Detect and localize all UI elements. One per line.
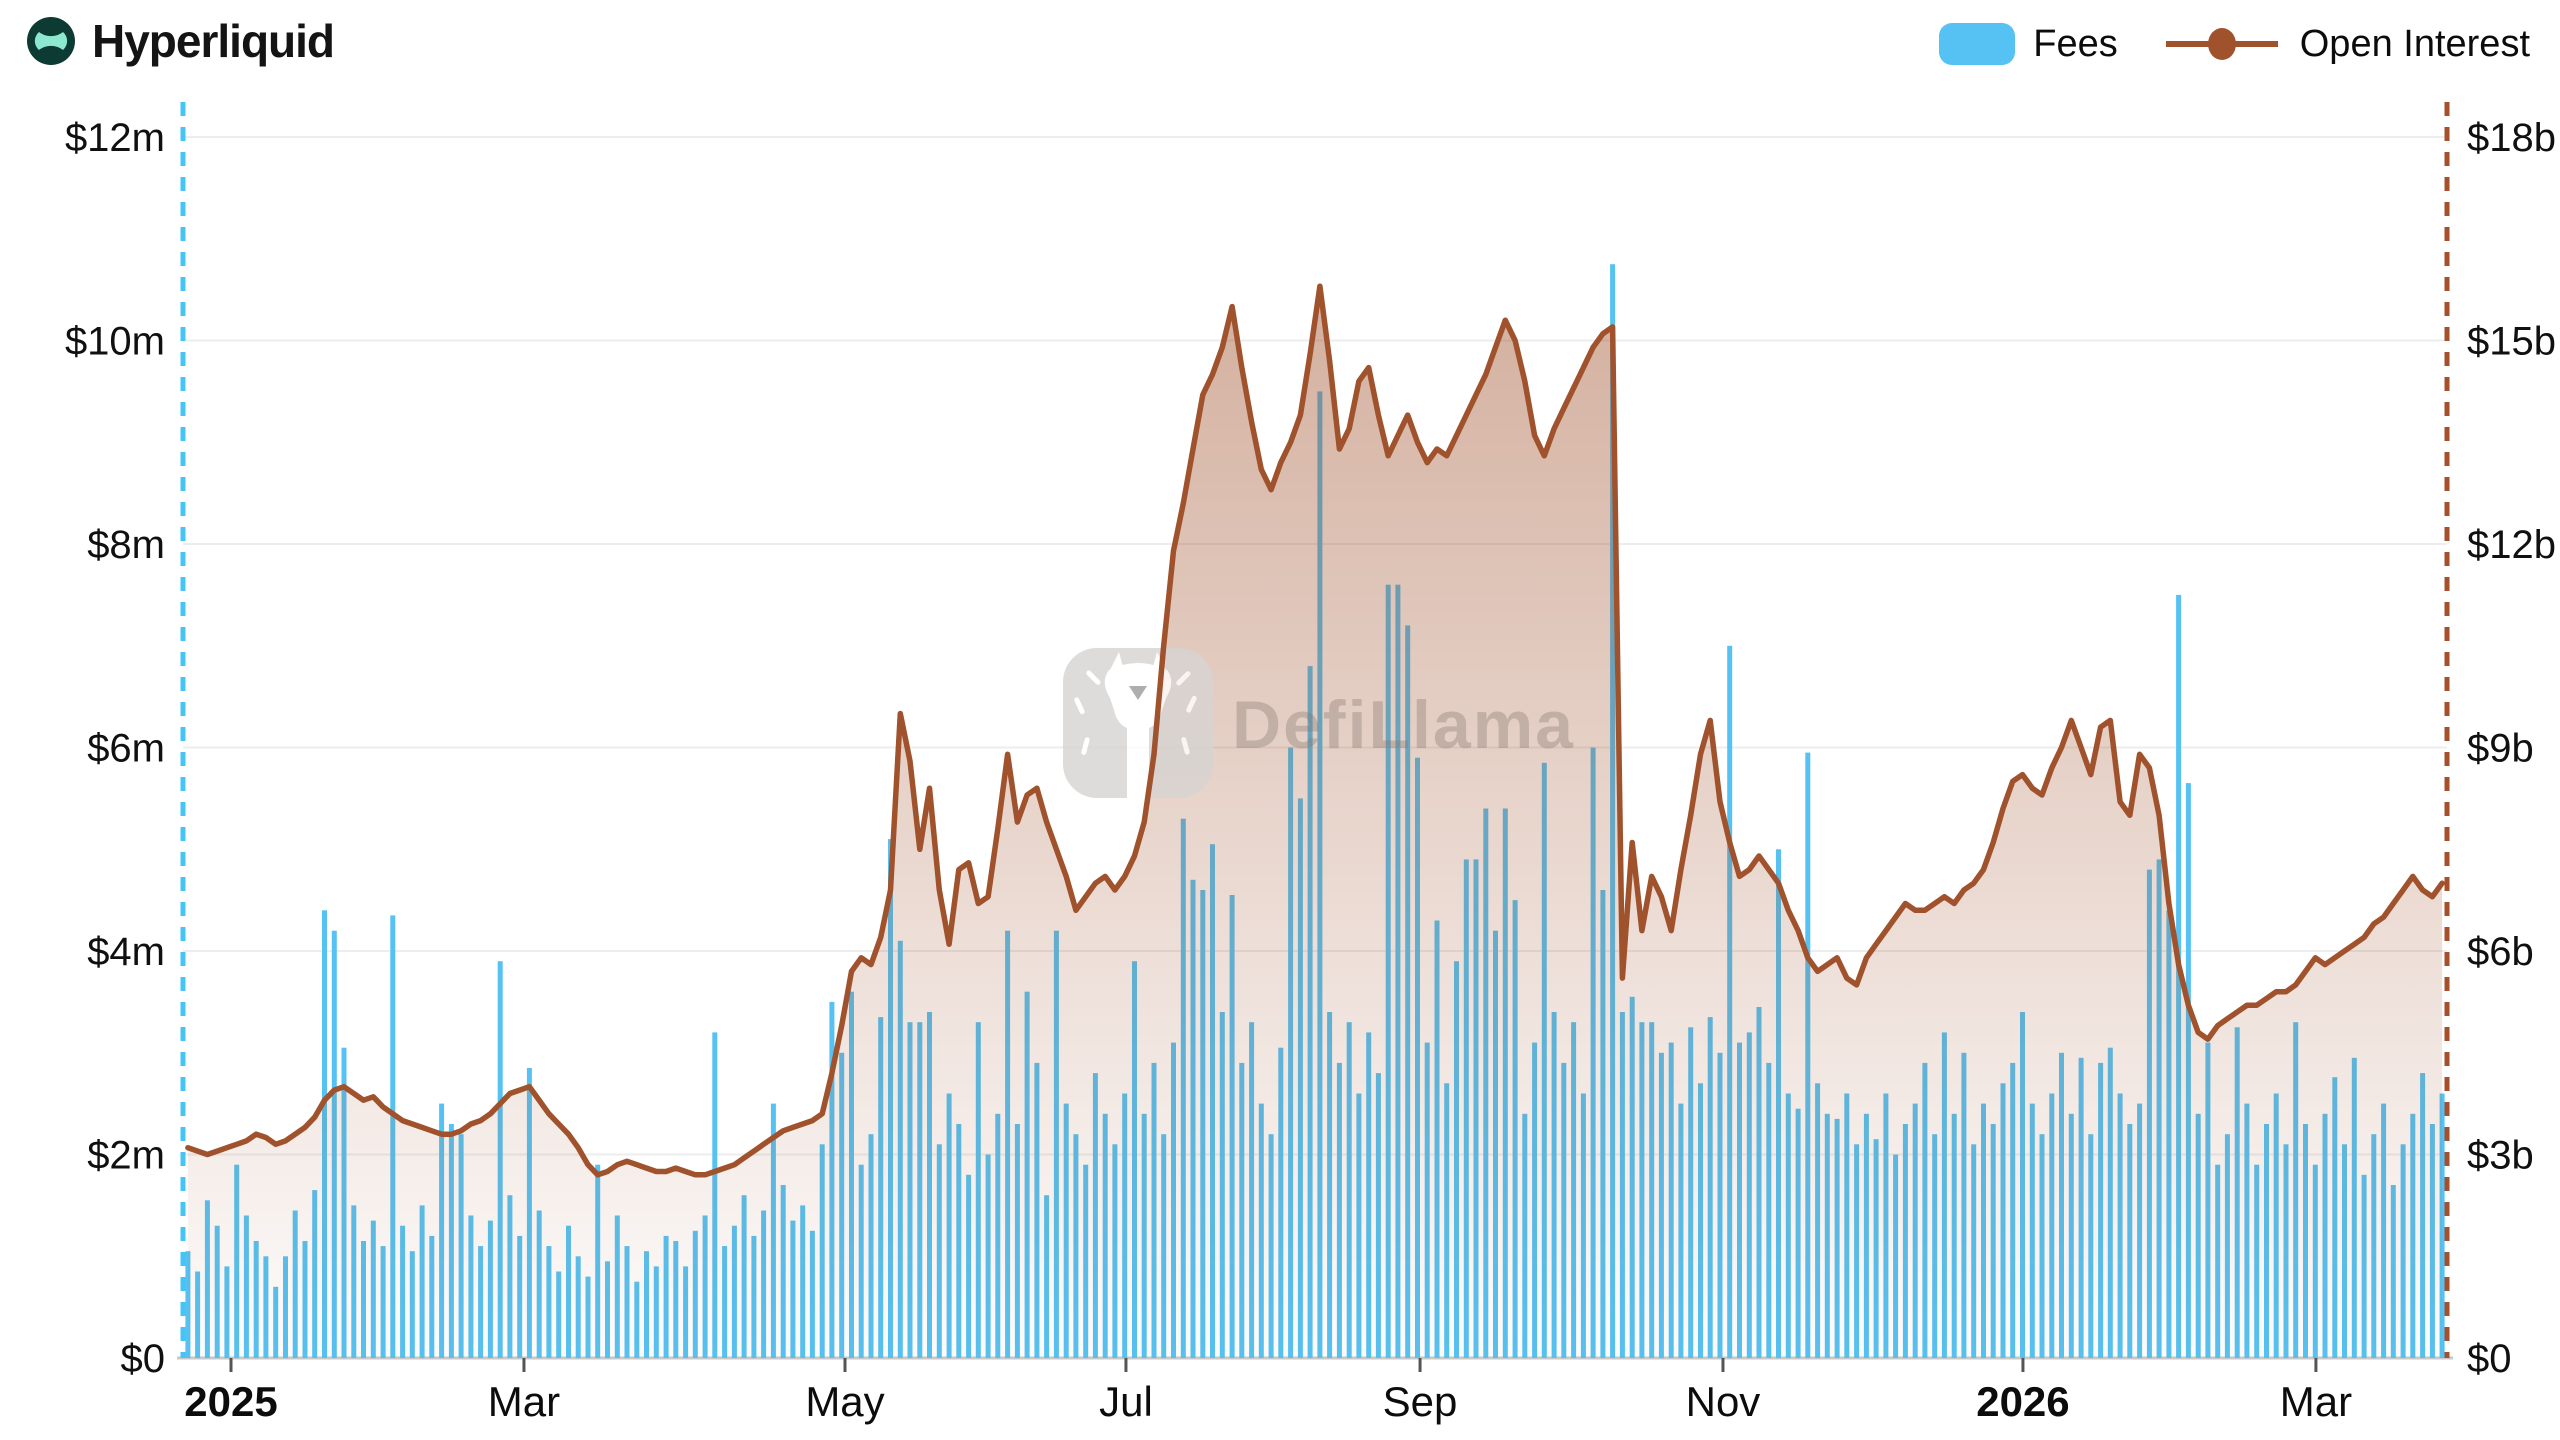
llama-icon [1063,648,1213,798]
y-axis-right-label: $9b [2467,727,2534,771]
x-axis-label: 2026 [1976,1378,2069,1425]
x-axis-label: May [805,1378,884,1425]
y-axis-right-labels: $0 $3b $6b $9b $12b $15b $18b [2467,116,2556,1381]
fees-swatch-icon [1939,23,2016,65]
y-axis-right-label: $15b [2467,320,2556,364]
watermark-text: DefiLlama [1232,687,1575,763]
x-axis-label: Nov [1686,1378,1761,1425]
x-axis-label: Sep [1383,1378,1458,1425]
defillama-watermark: DefiLlama [1063,648,1575,798]
y-axis-left-label: $4m [87,930,165,974]
open-interest-area [187,286,2443,1359]
y-axis-left-label: $12m [65,116,165,160]
y-axis-right-label: $0 [2467,1337,2512,1381]
legend-open-interest-label: Open Interest [2299,22,2530,65]
x-axis-label: Jul [1099,1378,1153,1425]
y-axis-left-label: $6m [87,727,165,771]
y-axis-right-label: $12b [2467,523,2556,567]
y-axis-left-label: $2m [87,1134,165,1178]
legend-item-open-interest[interactable]: Open Interest [2162,22,2530,66]
y-axis-right-label: $6b [2467,930,2534,974]
x-axis-labels: 2025 Mar May Jul Sep Nov 2026 Mar [184,1358,2352,1425]
y-axis-right-label: $3b [2467,1134,2534,1178]
x-axis-label: 2025 [184,1378,277,1425]
legend-fees-label: Fees [2033,22,2118,65]
line-dot-marker-icon [2165,28,2278,60]
x-axis-label: Mar [488,1378,560,1425]
chart-legend: Fees Open Interest [1939,22,2530,66]
legend-item-fees[interactable]: Fees [1939,22,2118,66]
y-axis-right-label: $18b [2467,116,2556,160]
y-axis-left-label: $10m [65,320,165,364]
hyperliquid-logo-icon [27,17,75,65]
y-axis-left-labels: $0 $2m $4m $6m $8m $10m $12m [65,116,165,1381]
open-interest-line[interactable] [185,283,2445,1178]
page-title: Hyperliquid [92,15,335,67]
x-axis-label: Mar [2280,1378,2352,1425]
y-axis-left-label: $0 [121,1337,166,1381]
marker-dot [2207,28,2236,60]
y-axis-left-label: $8m [87,523,165,567]
chart-header: Hyperliquid [26,14,335,68]
